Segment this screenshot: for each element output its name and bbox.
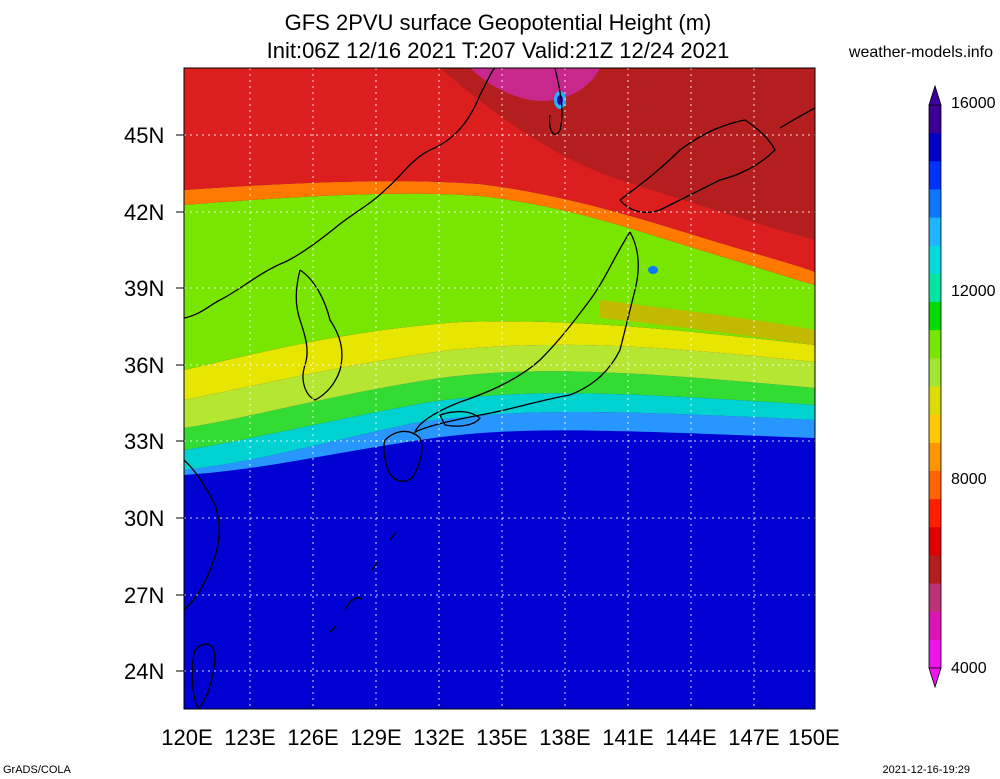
- height-field: [184, 68, 815, 709]
- lat-label: 24N: [124, 659, 164, 684]
- lat-label: 42N: [124, 200, 164, 225]
- lat-label: 30N: [124, 506, 164, 531]
- lat-axis: 45N 42N 39N 36N 33N 30N 27N 24N: [124, 123, 184, 684]
- band-blue: [184, 430, 815, 709]
- coast-kurils: [779, 107, 815, 129]
- graticule: [184, 68, 815, 709]
- colorbar-segment: [929, 217, 941, 247]
- blob-east: [648, 266, 658, 274]
- chart-subtitle: Init:06Z 12/16 2021 T:207 Valid:21Z 12/2…: [266, 38, 730, 63]
- coast-taiwan: [191, 643, 216, 709]
- colorbar-segment: [929, 414, 941, 444]
- colorbar-segment: [929, 330, 941, 359]
- lon-label: 129E: [350, 725, 401, 750]
- colorbar-label: 4000: [951, 660, 987, 677]
- colorbar-label: 12000: [951, 283, 996, 300]
- site-credit: weather-models.info: [848, 44, 993, 61]
- coast-china-east: [184, 459, 220, 611]
- coast-honshu: [413, 231, 639, 434]
- colorbar-segment: [929, 470, 941, 500]
- lon-label: 150E: [788, 725, 839, 750]
- colorbar-segment: [929, 133, 941, 162]
- coast-sakhalin: [549, 68, 563, 135]
- lon-label: 123E: [224, 725, 275, 750]
- colorbar-segment: [929, 555, 941, 585]
- band-yellow: [184, 321, 815, 400]
- colorbar-top-arrow: [928, 84, 942, 106]
- band-cyan: [184, 393, 815, 470]
- colorbar-segment: [929, 245, 941, 275]
- lon-label: 132E: [413, 725, 464, 750]
- band-upper-green: [184, 193, 815, 370]
- colorbar-segment: [929, 105, 941, 134]
- colorbar-label: 8000: [951, 471, 987, 488]
- coast-ryukyu: [329, 531, 397, 633]
- coast-kyushu: [383, 430, 423, 482]
- colorbar-segment: [929, 386, 941, 416]
- coast-shikoku: [439, 410, 481, 427]
- lon-label: 138E: [539, 725, 590, 750]
- colorbar-segment: [929, 273, 941, 303]
- band-green: [184, 371, 815, 450]
- colorbar-segment: [929, 161, 941, 190]
- lat-label: 33N: [124, 429, 164, 454]
- band-yellow-green: [184, 344, 815, 428]
- lon-label: 141E: [602, 725, 653, 750]
- footer-software: GrADS/COLA: [3, 764, 71, 776]
- colorbar-segment: [929, 442, 941, 472]
- lat-label: 45N: [124, 123, 164, 148]
- colorbar-segment: [929, 611, 941, 641]
- plot-frame: [183, 67, 816, 710]
- colorbar-segment: [929, 302, 941, 331]
- lat-label: 27N: [124, 583, 164, 608]
- band-magenta: [470, 68, 600, 101]
- colorbar-segment: [929, 639, 941, 669]
- colorbar-segment: [929, 527, 941, 556]
- coast-hokkaido: [619, 119, 776, 213]
- lon-label: 120E: [161, 725, 212, 750]
- lat-label: 36N: [124, 353, 164, 378]
- lon-label: 126E: [287, 725, 338, 750]
- lon-axis: 120E 123E 126E 129E 132E 135E 138E 141E …: [161, 725, 839, 750]
- band-orange: [184, 181, 815, 285]
- lon-label: 144E: [665, 725, 716, 750]
- coast-mainland: [184, 68, 496, 319]
- colorbar: 16000 12000 8000 4000: [928, 84, 996, 689]
- colorbar-segment: [929, 189, 941, 219]
- lat-label: 39N: [124, 276, 164, 301]
- colorbar-segment: [929, 358, 941, 387]
- colorbar-segment: [929, 499, 941, 528]
- coastlines: [184, 68, 815, 709]
- band-lower-orange: [600, 300, 815, 345]
- colorbar-label: 16000: [951, 95, 996, 112]
- band-sky: [184, 412, 815, 475]
- colorbar-segment: [929, 583, 941, 613]
- footer-timestamp: 2021-12-16-19:29: [882, 764, 970, 776]
- coast-korea: [295, 269, 343, 401]
- lon-label: 135E: [476, 725, 527, 750]
- chart-title: GFS 2PVU surface Geopotential Height (m): [284, 10, 712, 35]
- lon-label: 147E: [728, 725, 779, 750]
- colorbar-bottom-arrow: [928, 667, 942, 689]
